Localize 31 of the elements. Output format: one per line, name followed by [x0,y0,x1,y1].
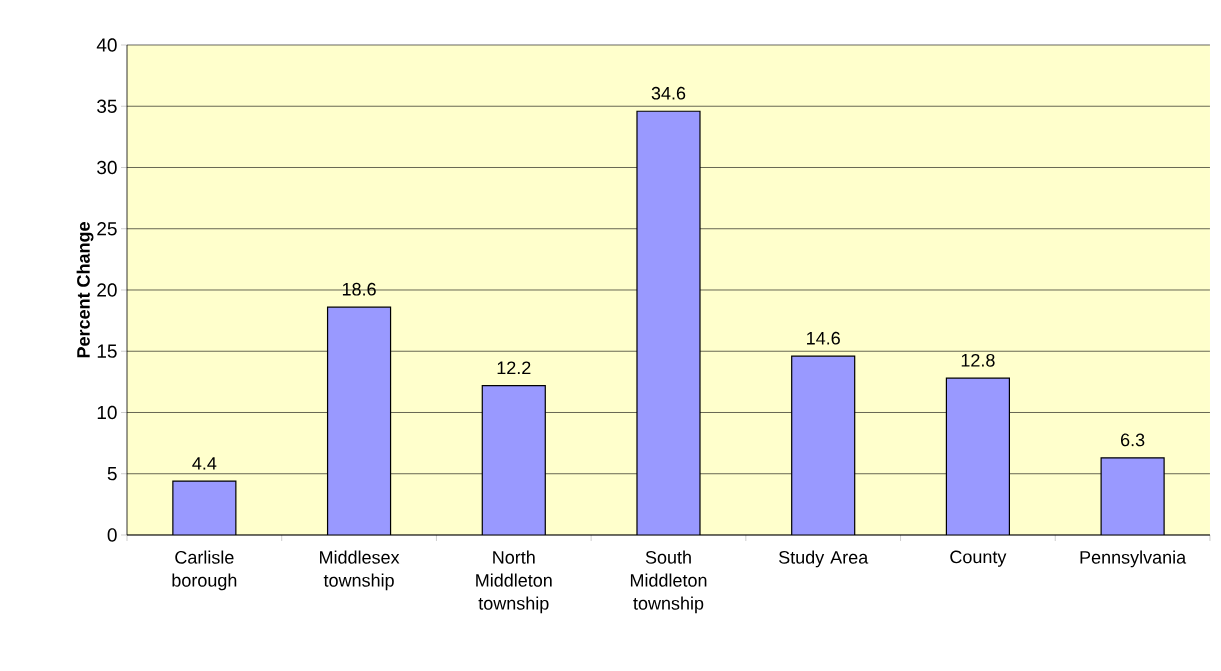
y-tick-label: 40 [96,38,117,52]
x-tick-label: North Middleton township [476,550,552,614]
y-axis-title: Percent Change [76,222,94,358]
y-tick-label: 20 [97,283,117,297]
y-tick-label: 0 [107,528,117,542]
y-tick-label: 25 [97,222,117,236]
y-tick-label: 10 [97,405,117,420]
data-label: 34.6 [651,86,686,100]
y-tick-label: 30 [97,160,117,175]
x-tick-label: South Middleton township [630,550,707,614]
bar [482,385,546,535]
x-tick-label: County [950,550,1007,567]
x-tick-label: Middlesex township [320,550,400,591]
bar [791,356,855,535]
bar [636,111,700,535]
y-tick-label: 5 [107,467,117,481]
data-label: 18.6 [342,282,376,296]
data-label: 14.6 [807,331,840,345]
data-label: 12.8 [961,353,995,367]
bar [946,378,1010,535]
data-label: 12.2 [497,361,531,375]
data-label: 4.4 [192,457,217,470]
bar [172,481,236,535]
x-tick-label: Study Area [778,550,869,568]
x-tick-label: Pennsylvania [1080,550,1187,568]
bar [327,307,391,535]
y-tick-label: 35 [97,99,117,113]
x-tick-label: Carlisle borough [172,550,237,591]
y-tick-label: 15 [97,344,117,358]
data-label: 6.3 [1121,433,1145,447]
bar [1100,457,1165,535]
